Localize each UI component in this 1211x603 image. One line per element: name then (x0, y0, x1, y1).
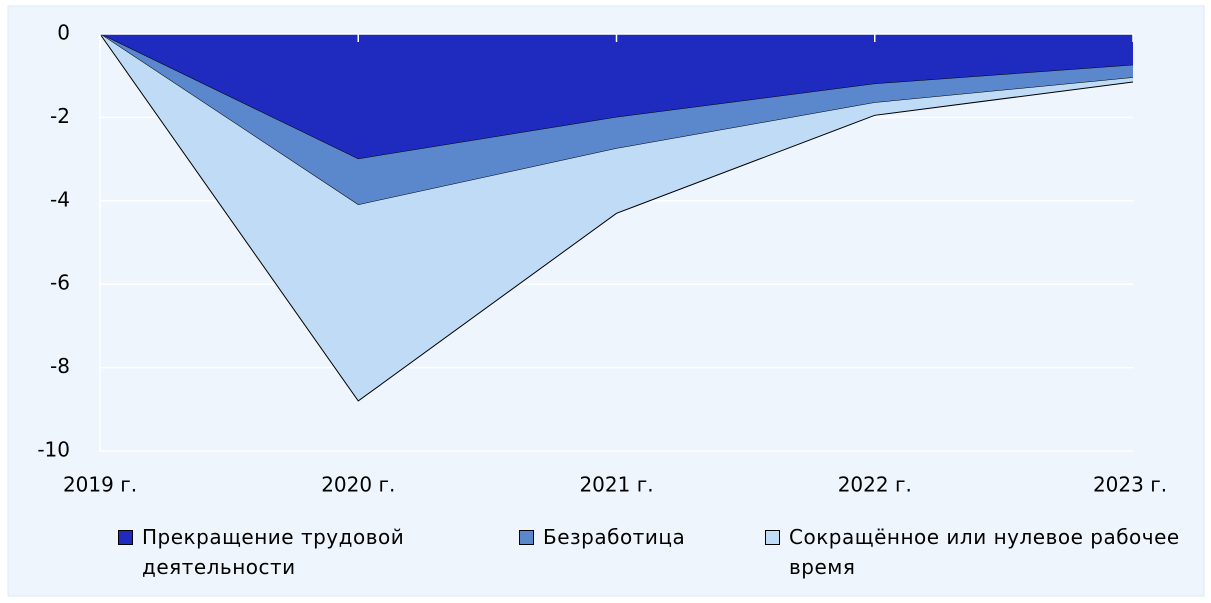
legend-swatch (118, 530, 133, 545)
x-tick-label: 2023 г. (1093, 473, 1167, 497)
legend-label: Безработица (543, 525, 686, 549)
y-tick-label: -6 (50, 271, 70, 295)
y-tick-label: -2 (50, 104, 70, 128)
legend-item: Прекращение трудовой деятельности (118, 522, 502, 582)
area-edge (99, 33, 1134, 402)
x-tick-label: 2021 г. (579, 473, 653, 497)
y-tick-label: -8 (50, 354, 70, 378)
y-tick-label: 0 (57, 21, 70, 45)
area (100, 34, 1133, 401)
legend-label: Сокращённое или нулевое рабочее время (789, 525, 1180, 579)
y-tick-label: -4 (50, 187, 70, 211)
legend-swatch (765, 530, 780, 545)
legend-swatch (519, 530, 534, 545)
area (100, 34, 1133, 205)
y-tick-label: -10 (37, 438, 70, 462)
x-tick-label: 2022 г. (838, 473, 912, 497)
x-tick-label: 2019 г. (63, 473, 137, 497)
legend-item: Сокращённое или нулевое рабочее время (765, 522, 1209, 582)
legend: Прекращение трудовой деятельности Безрабо… (0, 522, 1211, 602)
legend-item: Безработица (519, 522, 763, 552)
area (100, 34, 1133, 160)
legend-label: Прекращение трудовой деятельности (142, 525, 405, 579)
x-tick-label: 2020 г. (321, 473, 395, 497)
